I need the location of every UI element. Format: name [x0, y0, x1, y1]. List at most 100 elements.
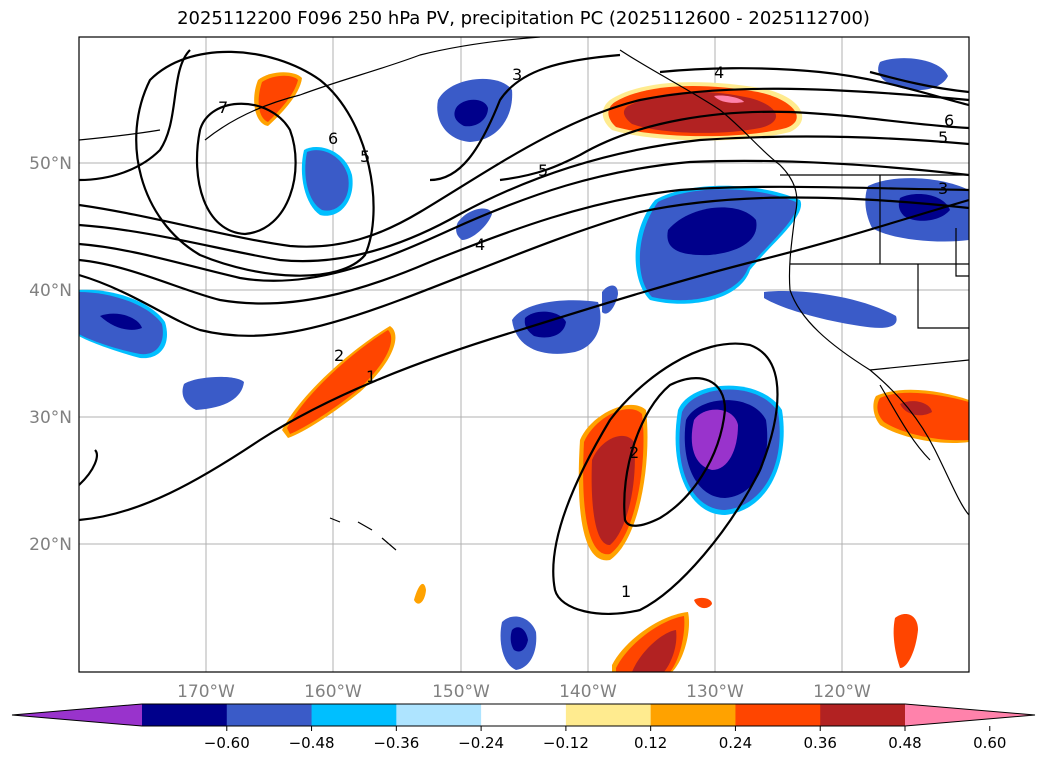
precip-negative-fw-dark: [100, 313, 142, 330]
colorbar-tick-label: 0.12: [634, 734, 667, 752]
colorbar-tick-label: −0.12: [543, 734, 589, 752]
pv-contour-4-north: [659, 67, 969, 107]
map-frame: [78, 36, 970, 673]
longitude-labels: 170°W 160°W 150°W 140°W 130°W 120°W: [177, 682, 871, 702]
colorbar-tick-label: 0.24: [719, 734, 752, 752]
pv-contour-5-mid: [499, 110, 969, 182]
border-state-4: [955, 228, 969, 277]
precip-positive-baja-dark: [900, 401, 932, 416]
precip-negative-w-mid: [305, 150, 349, 211]
contour-label-6: 6: [944, 111, 954, 130]
precip-negative-top-right: [878, 58, 948, 91]
colorbar-tick-label: 0.60: [973, 734, 1006, 752]
lat-label-50: 50°N: [29, 154, 72, 174]
contour-label-1: 1: [366, 367, 376, 386]
precip-positive-isle: [414, 583, 426, 604]
precip-negative-east-dark: [898, 194, 950, 221]
colorbar-segment: [226, 704, 313, 726]
colorbar-segment: [396, 704, 482, 726]
precip-positive-band-mid: [287, 330, 392, 434]
contour-label-5c: 5: [360, 147, 370, 166]
pv-contour-6-band: [79, 87, 969, 248]
precip-positive-bc-peak: [714, 95, 744, 103]
lon-label-120w: 120°W: [813, 682, 871, 702]
pv-contour-3-band: [79, 185, 969, 305]
contour-label-6b: 6: [328, 129, 338, 148]
map-title: 2025112200 F096 250 hPa PV, precipitatio…: [177, 8, 870, 29]
colorbar-segment: [820, 704, 906, 726]
contour-label-5: 5: [538, 161, 548, 180]
precip-negative-ne-dark: [667, 207, 757, 256]
precip-positive-se: [893, 614, 918, 668]
pv-contour-2-west: [79, 196, 969, 337]
colorbar-segment: [481, 704, 567, 726]
pv-contour-loop-outer: [552, 342, 779, 616]
precip-negative-ca: [764, 291, 897, 328]
contour-label-4: 4: [475, 235, 485, 254]
map-background: [79, 37, 969, 672]
pv-contour-5-west: [79, 49, 191, 182]
precip-positive-small-south: [694, 597, 712, 609]
precip-negative-south-dark: [510, 627, 528, 652]
pv-contour-7-loop: [195, 102, 297, 236]
lon-label-140w: 140°W: [559, 682, 617, 702]
border-state-2: [917, 264, 969, 329]
border-us-mexico: [869, 359, 969, 371]
precip-positive-south-dark: [632, 630, 677, 672]
colorbar-tick-label: −0.36: [373, 734, 419, 752]
latitude-labels: 50°N 40°N 30°N 20°N: [29, 154, 72, 555]
colorbar-tick-label: 0.36: [804, 734, 837, 752]
lon-label-170w: 170°W: [177, 682, 235, 702]
coast-alaska: [204, 37, 541, 141]
precip-positive-baja-mid: [877, 392, 969, 441]
pv-contour-left-edge: [79, 449, 98, 486]
contour-label-3: 3: [512, 65, 522, 84]
colorbar-segment: [735, 704, 821, 726]
pv-contours: [79, 49, 969, 616]
colorbar-segment: [142, 704, 228, 726]
precip-negative-nc-dark: [454, 99, 488, 127]
colorbar-extend-low: [12, 704, 142, 726]
colorbar-tick-label: −0.60: [204, 734, 250, 752]
colorbar: −0.60 −0.48 −0.36 −0.24 −0.12 0.12 0.24 0.36 0.4…: [11, 703, 1036, 752]
contour-label-1b: 1: [621, 582, 631, 601]
graticule: [79, 37, 969, 672]
coast-bc: [619, 49, 798, 216]
lat-label-40: 40°N: [29, 281, 72, 301]
coast-baja: [879, 384, 931, 461]
colorbar-extend-high: [905, 704, 1035, 726]
lon-label-130w: 130°W: [686, 682, 744, 702]
contour-label-2: 2: [334, 346, 344, 365]
lat-label-20: 20°N: [29, 535, 72, 555]
colorbar-segment: [311, 704, 397, 726]
coastlines: [79, 37, 969, 551]
colorbar-segment: [565, 704, 652, 726]
coast-aleutians: [79, 129, 161, 141]
colorbar-tick-label: −0.48: [289, 734, 335, 752]
colorbar-tick-label: 0.48: [888, 734, 921, 752]
contour-label-2b: 2: [629, 443, 639, 462]
pv-contour-6-loop: [135, 50, 375, 277]
colorbar-segment: [650, 704, 736, 726]
contour-label-4b: 4: [714, 63, 724, 82]
pv-contour-5-band: [79, 135, 969, 263]
colorbar-outline: [11, 703, 1036, 727]
contour-labels: 1 2 3 4 5 6 7 1 2 3 4 5 5 6: [218, 63, 954, 601]
pv-contour-4-band: [79, 159, 969, 282]
lat-label-30: 30°N: [29, 408, 72, 428]
precip-negative-fw2: [182, 376, 244, 410]
pv-contour-3-north: [429, 53, 621, 182]
contour-label-3b: 3: [938, 179, 948, 198]
pv-contour-loop-inner: [623, 377, 727, 527]
precip-negative-dot: [602, 285, 618, 314]
lon-label-160w: 160°W: [304, 682, 362, 702]
contour-label-5b: 5: [938, 128, 948, 147]
pv-contour-1-west: [79, 198, 969, 522]
hawaii-islands: [329, 517, 397, 551]
lon-label-150w: 150°W: [432, 682, 490, 702]
colorbar-tick-label: −0.24: [458, 734, 504, 752]
precip-negative-circle-peak: [691, 409, 738, 470]
contour-label-7: 7: [218, 98, 228, 117]
pv-contour-7-north: [869, 70, 969, 94]
